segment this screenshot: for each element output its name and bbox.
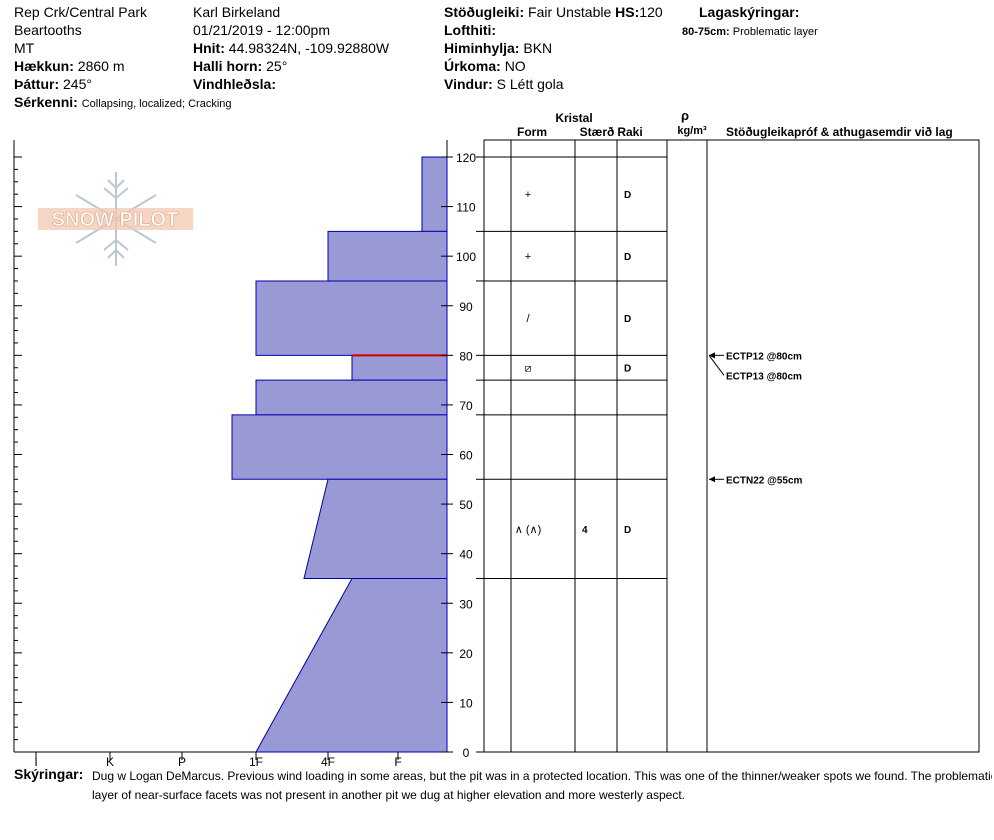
features-label: Sérkenni: xyxy=(14,94,78,110)
tests-header: Stöðugleikapróf & athugasemdir við lag xyxy=(726,125,953,139)
comments-label: Skýringar: xyxy=(14,766,84,782)
y-tick-label: 40 xyxy=(459,548,473,562)
observer: Karl Birkeland xyxy=(193,4,281,20)
features-value: Collapsing, localized; Cracking xyxy=(81,98,232,110)
stability-label: Stöðugleiki: xyxy=(444,4,525,20)
date-time: 01/21/2019 - 12:00pm xyxy=(193,22,330,38)
y-tick-label: 120 xyxy=(456,151,476,165)
elevation-label: Hækkun: xyxy=(14,58,74,74)
air-temp: Lofthiti: xyxy=(444,22,496,39)
layer-notes-label: Lagaskýringar: xyxy=(699,4,800,20)
moisture-header: Raki xyxy=(617,125,642,139)
y-tick-label: 0 xyxy=(463,746,470,760)
grain-form: + xyxy=(525,189,531,201)
moisture: D xyxy=(624,314,631,325)
moisture: D xyxy=(624,190,631,201)
x-tick-label: P xyxy=(178,755,186,769)
wind: Vindur: S Létt gola xyxy=(444,76,564,93)
layer-notes-range: 80-75cm: xyxy=(682,26,730,38)
stability-test-label: ECTP12 @80cm xyxy=(726,351,802,362)
grain-form: ∧ (∧) xyxy=(515,524,542,536)
y-tick-label: 60 xyxy=(459,449,473,463)
precip-value: NO xyxy=(504,58,526,74)
wind-label: Vindur: xyxy=(444,76,493,92)
form-header: Form xyxy=(517,125,547,139)
x-tick-label: I xyxy=(34,755,37,769)
grain-size: 4 xyxy=(582,525,588,536)
slope-label: Halli horn: xyxy=(193,58,263,74)
hs-value: 120 xyxy=(639,4,663,20)
x-tick-label: K xyxy=(106,755,114,769)
grain-form: ⧄ xyxy=(525,363,532,375)
wind-loading: Vindhleðsla: xyxy=(193,76,276,93)
state: MT xyxy=(14,40,35,56)
test-arrow xyxy=(708,355,725,376)
slope-value: 25° xyxy=(266,58,288,74)
stability: Stöðugleiki: Fair Unstable HS:120 xyxy=(444,4,663,21)
airtemp-label: Lofthiti: xyxy=(444,22,497,38)
table-frame xyxy=(483,139,980,753)
kristal-header: Kristal xyxy=(555,111,592,125)
aspect: Þáttur: 245° xyxy=(14,76,92,93)
layer-notes-value: Problematic layer xyxy=(732,26,818,38)
x-tick-label: 4F xyxy=(321,755,335,769)
y-tick-label: 70 xyxy=(459,399,473,413)
coords-value: 44.98324N, -109.92880W xyxy=(228,40,390,56)
y-tick-label: 90 xyxy=(459,300,473,314)
comments-line-2: layer of near-surface facets was not pre… xyxy=(92,788,685,802)
grain-form: + xyxy=(525,251,531,263)
x-tick-label: F xyxy=(394,755,401,769)
elevation-value: 2860 m xyxy=(77,58,125,74)
mountain-range: Beartooths xyxy=(14,22,82,38)
y-tick-label: 100 xyxy=(456,250,476,264)
coords-label: Hnit: xyxy=(193,40,225,56)
arrow-head-icon xyxy=(709,476,715,483)
slope: Halli horn: 25° xyxy=(193,58,287,75)
stability-test-label: ECTP13 @80cm xyxy=(726,371,802,382)
density-unit-header: kg/m³ xyxy=(677,125,707,137)
rho-header: ρ xyxy=(681,108,689,123)
aspect-value: 245° xyxy=(63,76,92,92)
windload-label: Vindhleðsla: xyxy=(193,76,276,92)
precipitation: Úrkoma: NO xyxy=(444,58,526,75)
moisture: D xyxy=(624,252,631,263)
comments-line-1: Dug w Logan DeMarcus. Previous wind load… xyxy=(92,769,992,783)
features: Sérkenni: Collapsing, localized; Crackin… xyxy=(14,94,232,113)
aspect-label: Þáttur: xyxy=(14,76,60,92)
precip-label: Úrkoma: xyxy=(444,58,501,74)
sky-label: Himinhylja: xyxy=(444,40,520,56)
grain-form: / xyxy=(526,313,530,325)
y-tick-label: 50 xyxy=(459,498,473,512)
comments: Skýringar: xyxy=(14,766,83,783)
hs-label: HS: xyxy=(615,4,640,20)
stability-value: Fair Unstable xyxy=(528,4,612,20)
y-tick-label: 10 xyxy=(459,696,473,710)
sky: Himinhylja: BKN xyxy=(444,40,552,57)
y-tick-label: 30 xyxy=(459,597,473,611)
sky-value: BKN xyxy=(523,40,553,56)
moisture: D xyxy=(624,364,631,375)
elevation: Hækkun: 2860 m xyxy=(14,58,125,75)
location: Rep Crk/Central Park xyxy=(14,4,148,20)
stability-test-label: ECTN22 @55cm xyxy=(726,475,803,486)
y-tick-label: 110 xyxy=(456,201,475,215)
coordinates: Hnit: 44.98324N, -109.92880W xyxy=(193,40,389,57)
y-tick-label: 80 xyxy=(459,349,473,363)
arrow-head-icon xyxy=(709,352,715,359)
size-header: Stærð xyxy=(580,125,615,139)
x-tick-label: 1F xyxy=(249,755,263,769)
layer-notes: 80-75cm: Problematic layer xyxy=(682,24,818,41)
wind-value: S Létt gola xyxy=(496,76,564,92)
moisture: D xyxy=(624,525,631,536)
y-tick-label: 20 xyxy=(459,647,473,661)
